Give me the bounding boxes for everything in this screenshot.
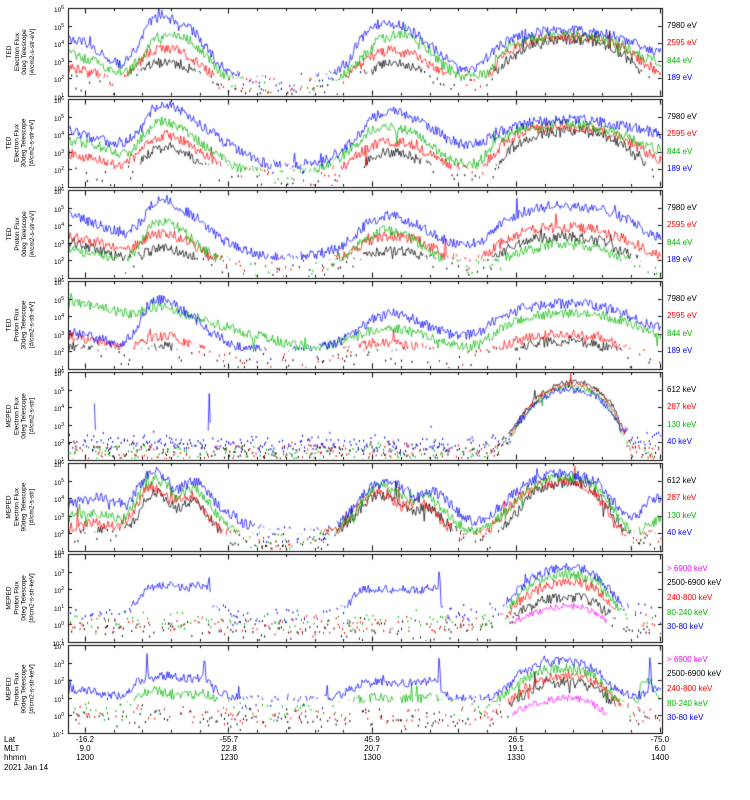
poes-particle-flux-figure: TED Electron Flux 0deg Telescope [#/cm2-s-s… (0, 0, 750, 800)
flux-plot-canvas (0, 0, 750, 800)
